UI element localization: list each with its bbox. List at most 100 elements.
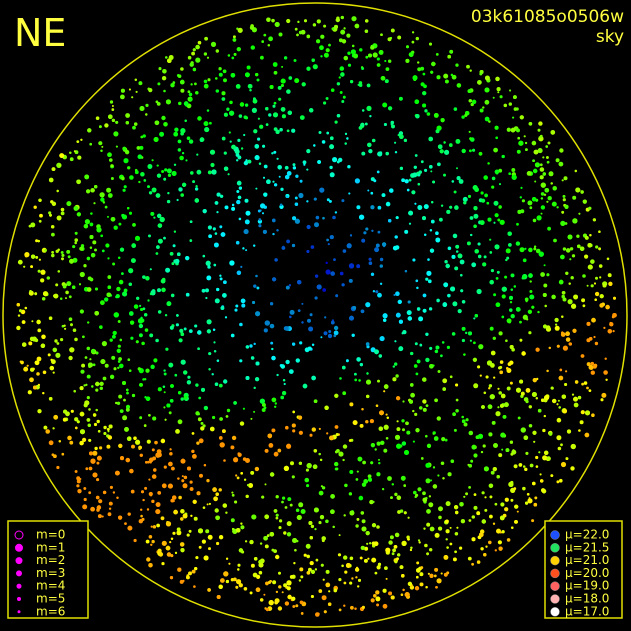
star (494, 244, 500, 250)
star (432, 180, 435, 184)
star (69, 440, 74, 445)
star (384, 60, 387, 62)
star (443, 173, 446, 177)
star (163, 406, 166, 409)
star (455, 63, 459, 67)
star (306, 224, 311, 230)
star (559, 368, 563, 372)
star (82, 504, 88, 510)
star (116, 496, 119, 499)
star (242, 247, 245, 250)
star (504, 275, 508, 279)
star (132, 223, 136, 227)
star (151, 448, 155, 452)
star (572, 218, 578, 224)
star (395, 434, 400, 440)
star (431, 219, 435, 224)
star (255, 361, 260, 366)
star (218, 488, 222, 492)
star (277, 165, 283, 170)
star (231, 56, 235, 60)
star (106, 428, 110, 431)
star (223, 151, 227, 155)
star (348, 439, 352, 442)
star (442, 302, 448, 307)
star (122, 146, 127, 151)
star (378, 462, 381, 465)
star (567, 299, 573, 305)
star (354, 23, 360, 29)
star (355, 567, 360, 572)
star (516, 510, 519, 513)
legends: m=0m=1m=2m=3m=4m=5m=6μ=22.0μ=21.5μ=21.0μ… (14, 528, 609, 618)
star (222, 69, 227, 74)
star (100, 149, 103, 152)
star (509, 308, 513, 312)
star (399, 166, 403, 170)
star (486, 360, 493, 366)
star (216, 192, 221, 197)
star (122, 291, 128, 297)
star (498, 546, 503, 551)
star (271, 548, 275, 552)
star (359, 48, 363, 52)
star (419, 406, 423, 410)
star (239, 322, 243, 327)
star (338, 451, 344, 457)
star (406, 430, 411, 435)
star (603, 326, 606, 329)
star (172, 499, 175, 503)
star (595, 276, 598, 280)
star (167, 173, 172, 177)
star (361, 519, 366, 524)
star (96, 508, 100, 512)
star (341, 564, 344, 568)
brightness-marker (550, 543, 560, 553)
star (527, 200, 533, 206)
star (264, 320, 270, 326)
star (185, 159, 188, 162)
star (306, 149, 311, 154)
star (304, 477, 309, 483)
star (412, 409, 415, 413)
star (508, 320, 512, 324)
star (168, 55, 174, 60)
star (495, 302, 501, 308)
star (103, 425, 107, 430)
star (504, 402, 509, 408)
star (556, 206, 559, 209)
star (118, 357, 122, 361)
star (469, 137, 472, 141)
star (151, 540, 155, 544)
star (202, 506, 206, 510)
star (89, 246, 93, 249)
star (591, 317, 596, 323)
star (425, 277, 429, 281)
star (286, 239, 290, 244)
star (389, 188, 394, 193)
star (148, 234, 151, 238)
star (503, 103, 507, 108)
star (473, 453, 478, 458)
brightness-label: μ=17.0 (565, 604, 609, 618)
star (310, 595, 314, 598)
star (175, 429, 180, 434)
star (135, 439, 141, 445)
star (231, 144, 236, 150)
star (471, 444, 477, 450)
star (455, 510, 459, 515)
star (438, 506, 443, 512)
star (302, 509, 306, 513)
star (556, 403, 559, 406)
star (329, 144, 334, 150)
star (394, 492, 398, 496)
star (263, 33, 267, 37)
star (260, 598, 264, 602)
star (73, 389, 76, 393)
star (207, 534, 213, 540)
star (529, 280, 532, 283)
star (344, 142, 347, 145)
star (404, 229, 409, 234)
star (188, 139, 194, 144)
magnitude-marker (14, 530, 24, 540)
